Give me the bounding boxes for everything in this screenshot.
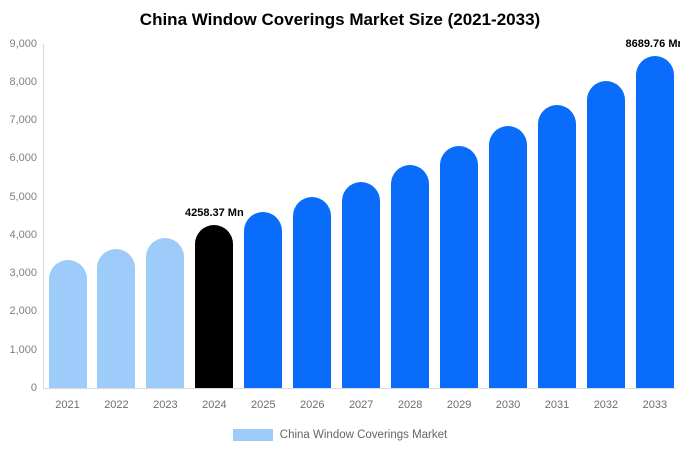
bar-2028 <box>391 164 430 389</box>
bar-value-label-2033: 8689.76 Mn <box>625 37 680 50</box>
y-axis-tick-label: 5,000 <box>9 190 37 203</box>
x-axis-tick-label: 2027 <box>348 399 374 411</box>
y-axis-line <box>43 44 44 389</box>
legend-swatch <box>232 429 273 441</box>
x-axis-tick-label: 2028 <box>397 399 423 411</box>
x-axis-tick-label: 2022 <box>104 399 129 411</box>
x-axis-tick-label: 2025 <box>251 399 276 411</box>
bar-2030 <box>489 126 528 389</box>
bar-value-label-2024: 4258.37 Mn <box>184 207 244 220</box>
bar-2029 <box>440 146 479 389</box>
bar-2027 <box>342 181 381 389</box>
y-axis-tick-label: 0 <box>30 382 37 394</box>
y-axis-tick-label: 9,000 <box>9 37 37 50</box>
chart-title: China Window Coverings Market Size (2021… <box>139 10 541 29</box>
y-axis-tick-label: 6,000 <box>9 152 37 165</box>
bar-2024 <box>195 225 234 389</box>
y-axis-tick-label: 2,000 <box>9 305 37 318</box>
x-axis-tick-label: 2032 <box>593 399 619 411</box>
legend: China Window Coverings Market <box>0 427 680 443</box>
x-axis-tick-label: 2029 <box>446 399 472 411</box>
bar-2032 <box>586 81 625 389</box>
x-axis-tick-label: 2024 <box>202 399 227 411</box>
bar-2021 <box>48 260 87 389</box>
y-axis-tick-label: 7,000 <box>9 114 37 127</box>
bar-2025 <box>244 212 283 389</box>
bar-2033 <box>635 55 674 389</box>
x-axis-line <box>43 388 676 389</box>
y-axis-tick-label: 3,000 <box>9 267 37 280</box>
x-axis-tick-label: 2021 <box>55 399 80 411</box>
bar-2031 <box>538 104 576 389</box>
x-axis-tick-label: 2031 <box>544 399 570 411</box>
x-axis-tick-label: 2023 <box>153 399 178 411</box>
y-axis-tick-label: 1,000 <box>9 343 37 356</box>
bar-2026 <box>293 197 332 389</box>
x-axis-tick-label: 2030 <box>495 399 521 411</box>
y-axis-tick-label: 4,000 <box>9 228 37 241</box>
legend-label: China Window Coverings Market <box>279 429 448 441</box>
x-axis-tick-label: 2033 <box>642 399 668 411</box>
x-axis-tick-label: 2026 <box>300 399 325 411</box>
y-axis-tick-label: 8,000 <box>9 75 37 88</box>
bar-2022 <box>97 249 136 389</box>
bar-2023 <box>146 237 185 389</box>
